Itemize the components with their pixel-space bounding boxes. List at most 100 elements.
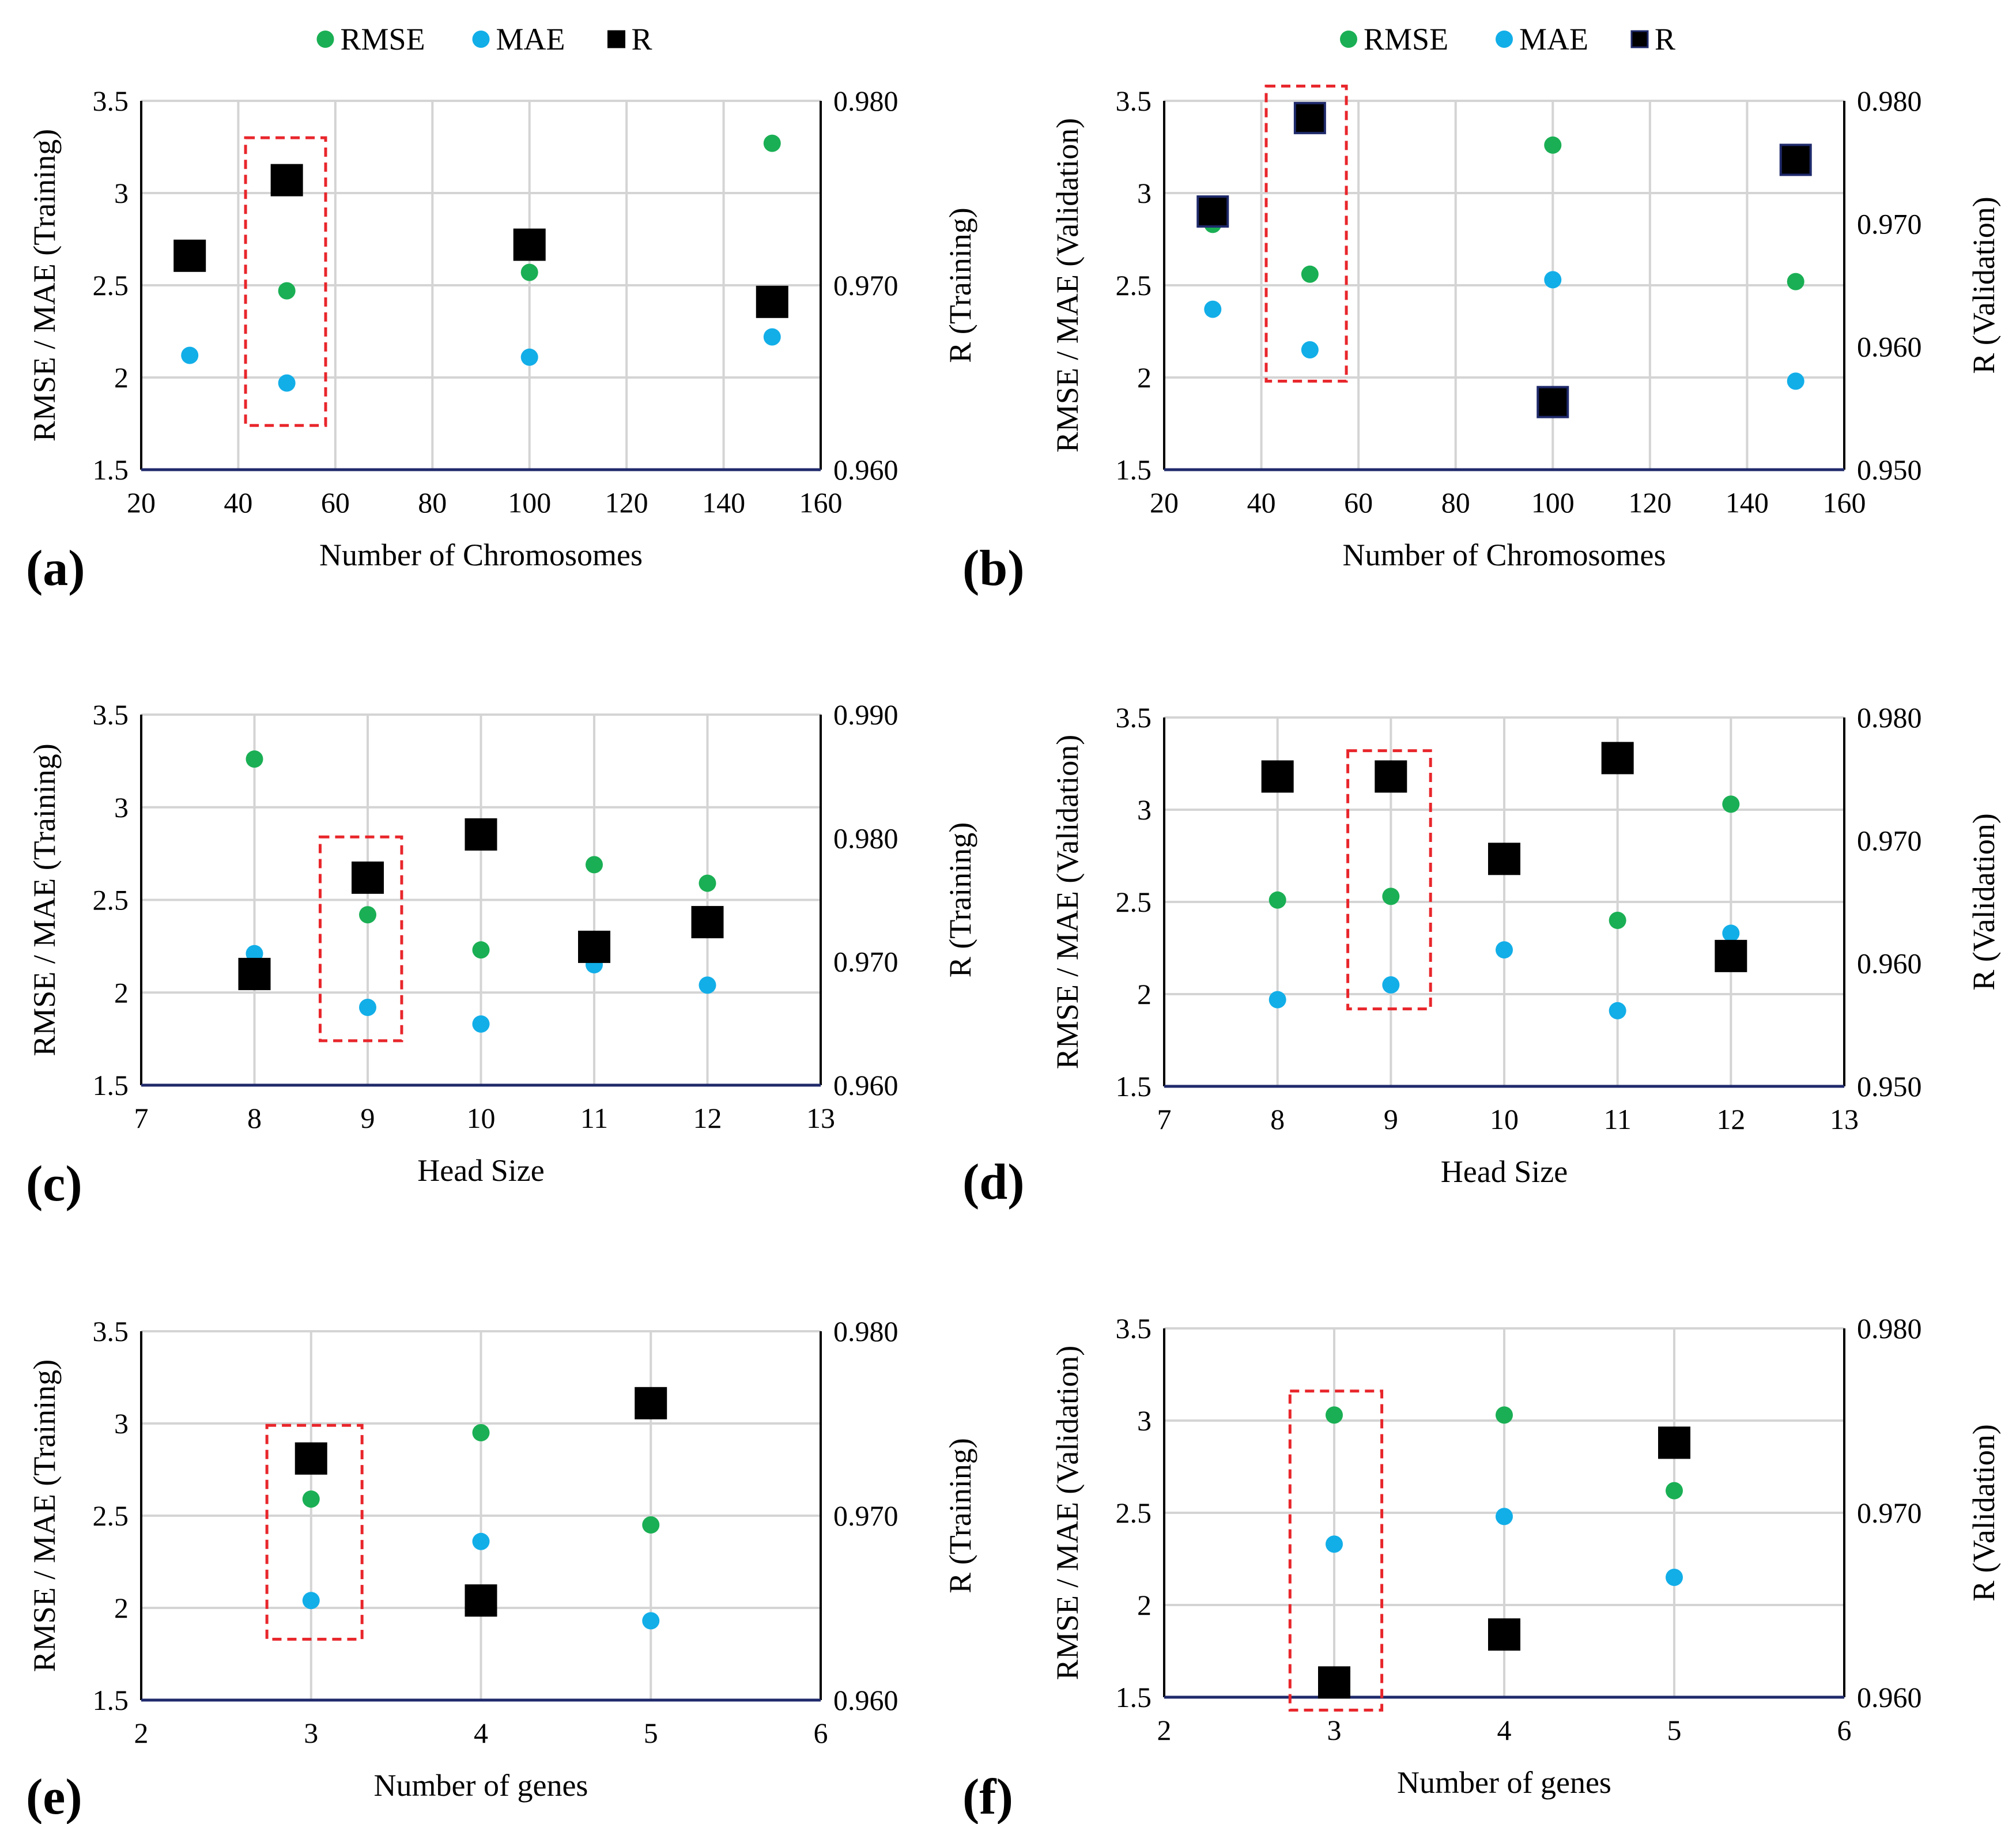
legend-rmse-marker [316, 31, 334, 48]
rmse-point [1722, 795, 1740, 813]
chart-panel-a: 20 40 60 80 100 120 140 160 1.5 2 2.5 3 3.5 0.960 0.97… [26, 22, 977, 596]
legend-r-marker [607, 30, 625, 48]
x-tick-label: 20 [1150, 486, 1179, 519]
r-point [1536, 386, 1569, 418]
legend: RMSE MAE R [316, 22, 652, 56]
y-tick-label: 1.5 [93, 1069, 129, 1101]
y2-axis-title: R (Validation) [1966, 1424, 2001, 1601]
mae-point [181, 346, 199, 364]
mae-point [1204, 300, 1222, 318]
x-tick-label: 80 [1441, 486, 1470, 519]
y-tick-label: 1.5 [1116, 1681, 1152, 1713]
x-axis-title: Number of genes [1397, 1765, 1611, 1800]
r-point [1601, 742, 1634, 775]
rmse-point [699, 874, 716, 892]
mae-point [1326, 1535, 1343, 1553]
r-point [295, 1442, 327, 1475]
r-point [635, 1387, 667, 1419]
x-tick-label: 10 [1490, 1103, 1519, 1135]
mae-point [1301, 341, 1319, 358]
x-tick-label: 160 [799, 486, 843, 519]
r-point [1658, 1426, 1690, 1459]
highlight-box [1264, 84, 1348, 383]
legend-label: RMSE [341, 22, 425, 56]
mae-point [1666, 1569, 1683, 1586]
y-axis-title: RMSE / MAE (Validation) [1050, 1346, 1085, 1680]
panel-label: (d) [962, 1154, 1025, 1210]
x-tick-label: 7 [1157, 1103, 1172, 1135]
y-tick-label: 2 [114, 976, 129, 1009]
chart-panel-d: 7 8 9 10 11 12 13 1.5 2 2.5 3 3.5 0.950 0.960 0.970 0.9… [962, 701, 2001, 1210]
legend-label: MAE [496, 22, 565, 56]
mae-point [1609, 1002, 1626, 1019]
rmse-point [1269, 891, 1286, 909]
y-tick-label: 2 [1137, 978, 1152, 1010]
mae-point [520, 348, 538, 366]
x-tick-label: 9 [361, 1102, 375, 1134]
y-tick-label: 3.5 [93, 698, 129, 731]
x-tick-label: 3 [304, 1717, 318, 1749]
y-axis-title: RMSE / MAE (Training) [27, 743, 62, 1056]
r-point [238, 958, 271, 991]
r-point [1779, 143, 1812, 176]
r-point [1375, 760, 1407, 793]
legend-r-marker [1630, 30, 1649, 48]
x-tick-label: 5 [644, 1717, 658, 1749]
chart-panel-c: 7 8 9 10 11 12 13 1.5 2 2.5 3 3.5 0.960 0.970 0.980 0.9… [26, 698, 977, 1212]
r-point [1293, 101, 1326, 134]
x-tick-label: 12 [693, 1102, 722, 1134]
highlight-box [244, 136, 327, 427]
y-tick-label: 1.5 [93, 454, 129, 486]
y-tick-label: 3 [1137, 794, 1152, 826]
x-tick-label: 9 [1384, 1103, 1398, 1135]
y2-tick-label: 0.950 [1857, 1070, 1922, 1102]
y-tick-label: 2.5 [1116, 886, 1152, 918]
rmse-point [246, 750, 263, 768]
x-tick-label: 4 [474, 1717, 488, 1749]
mae-point [472, 1015, 490, 1033]
y2-tick-label: 0.970 [1857, 1497, 1922, 1529]
mae-point [642, 1612, 660, 1630]
rmse-point [302, 1490, 320, 1508]
mae-point [472, 1532, 490, 1550]
y-tick-label: 2 [114, 361, 129, 394]
r-point [173, 239, 206, 272]
r-point [578, 930, 610, 963]
y-tick-label: 3 [114, 1407, 129, 1440]
y2-tick-label: 0.970 [833, 269, 898, 301]
x-tick-label: 11 [580, 1102, 608, 1134]
x-tick-label: 6 [814, 1717, 828, 1749]
y-tick-label: 2.5 [1116, 269, 1152, 301]
x-tick-label: 5 [1667, 1714, 1682, 1746]
mae-point [359, 998, 376, 1016]
y-tick-label: 2 [1137, 1589, 1152, 1621]
rmse-point [278, 282, 296, 300]
chart-panel-b: 20 40 60 80 100 120 140 160 1.5 2 2.5 3 3.5 0.950 0.96… [962, 22, 2001, 596]
mae-point [1544, 271, 1562, 289]
x-tick-label: 2 [134, 1717, 149, 1749]
y-tick-label: 3.5 [93, 1315, 129, 1347]
y-axis-title: RMSE / MAE (Training) [27, 129, 62, 442]
rmse-point [642, 1516, 660, 1534]
rmse-point [359, 906, 376, 924]
y2-tick-label: 0.980 [833, 1315, 898, 1347]
x-tick-label: 60 [321, 486, 350, 519]
y2-tick-label: 0.980 [1857, 701, 1922, 734]
r-point [1488, 843, 1520, 875]
y-tick-label: 1.5 [93, 1684, 129, 1716]
y2-tick-label: 0.960 [833, 454, 898, 486]
y2-tick-label: 0.960 [833, 1069, 898, 1101]
x-tick-label: 120 [1628, 486, 1671, 519]
legend: RMSE MAE R [1340, 22, 1675, 56]
rmse-point [763, 134, 781, 152]
x-axis-title: Head Size [1441, 1154, 1568, 1189]
y2-tick-label: 0.970 [1857, 824, 1922, 856]
mae-point [1787, 372, 1804, 390]
y-tick-label: 3 [1137, 177, 1152, 209]
y2-tick-label: 0.980 [833, 85, 898, 117]
highlight-box [1346, 749, 1432, 1011]
y2-tick-label: 0.960 [1857, 331, 1922, 363]
y-tick-label: 3.5 [1116, 701, 1152, 734]
y2-tick-label: 0.980 [1857, 1312, 1922, 1345]
